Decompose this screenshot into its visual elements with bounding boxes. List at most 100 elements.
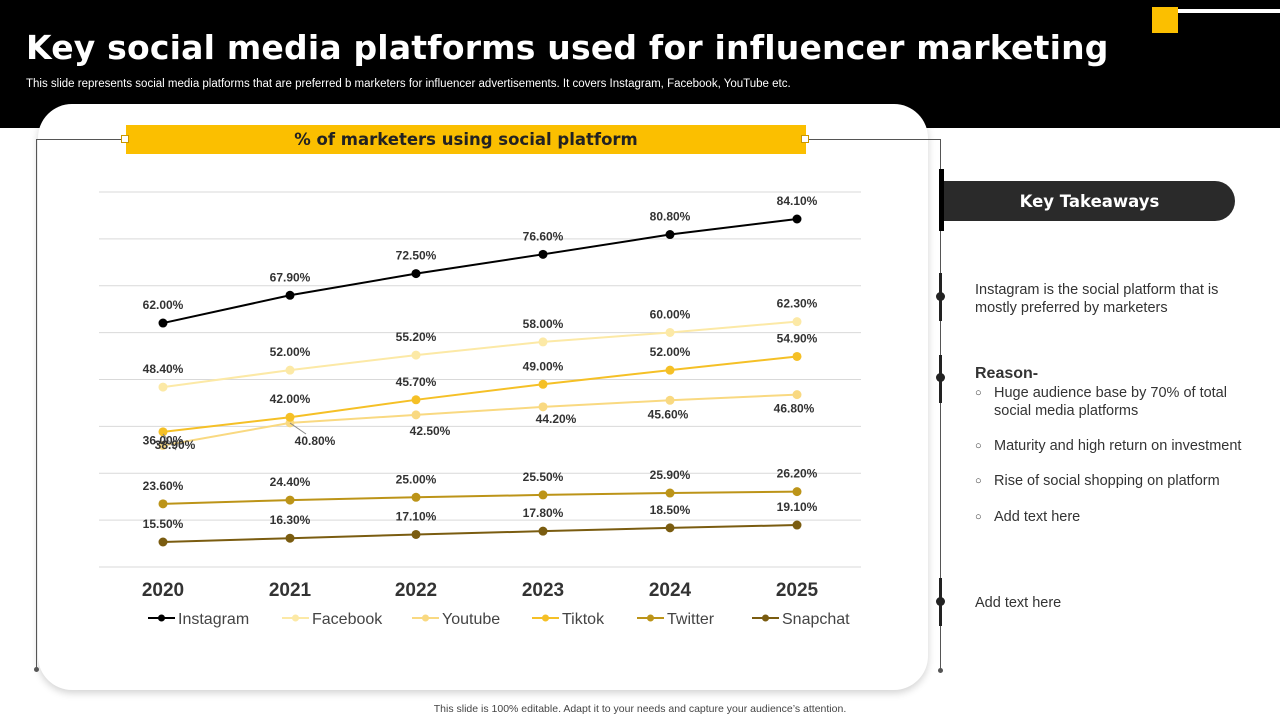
legend-label-instagram: Instagram bbox=[178, 611, 249, 628]
data-point-twitter bbox=[792, 487, 802, 497]
data-label-instagram: 76.60% bbox=[523, 229, 564, 243]
data-point-facebook bbox=[665, 327, 675, 337]
data-label-instagram: 80.80% bbox=[650, 210, 691, 224]
data-point-youtube bbox=[538, 402, 548, 412]
data-label-snapchat: 19.10% bbox=[777, 500, 818, 514]
data-point-snapchat bbox=[665, 523, 675, 533]
data-point-instagram bbox=[792, 214, 802, 224]
bullet-circle-icon: ○ bbox=[975, 511, 982, 523]
banner-left-handle bbox=[121, 135, 129, 143]
legend-label-snapchat: Snapchat bbox=[782, 611, 850, 628]
data-label-twitter: 25.90% bbox=[650, 468, 691, 482]
chart-card bbox=[38, 104, 928, 690]
data-point-snapchat bbox=[158, 537, 168, 547]
data-label-tiktok: 38.90% bbox=[155, 438, 196, 452]
frame-bottom-right-dot bbox=[938, 668, 943, 673]
series-line-instagram bbox=[162, 218, 798, 325]
data-label-youtube: 46.80% bbox=[774, 402, 815, 416]
data-label-facebook: 55.20% bbox=[396, 330, 437, 344]
data-point-twitter bbox=[538, 490, 548, 500]
x-tick-label: 2021 bbox=[269, 580, 312, 601]
bullet-circle-icon: ○ bbox=[975, 387, 982, 399]
legend-marker-facebook bbox=[292, 614, 299, 622]
reason-item: ○ Maturity and high return on investment bbox=[975, 437, 1255, 455]
frame-top-left-line bbox=[36, 139, 126, 140]
leader-line bbox=[162, 433, 177, 451]
reason-title: Reason- bbox=[975, 365, 1039, 382]
timeline-dot bbox=[936, 597, 945, 606]
data-point-tiktok bbox=[538, 379, 548, 389]
frame-left-line bbox=[36, 139, 37, 669]
data-point-twitter bbox=[158, 499, 168, 509]
data-label-facebook: 62.30% bbox=[777, 297, 818, 311]
data-label-tiktok: 52.00% bbox=[650, 345, 691, 359]
data-label-facebook: 52.00% bbox=[270, 345, 311, 359]
reason-item: ○ Add text here bbox=[975, 508, 1255, 526]
data-point-instagram bbox=[411, 269, 421, 279]
data-label-tiktok: 42.00% bbox=[270, 392, 311, 406]
data-point-instagram bbox=[538, 249, 548, 259]
key-takeaways-header: Key Takeaways bbox=[944, 181, 1235, 221]
slide-footer: This slide is 100% editable. Adapt it to… bbox=[433, 703, 847, 715]
x-tick-label: 2023 bbox=[522, 580, 564, 601]
data-label-snapchat: 15.50% bbox=[143, 517, 184, 531]
data-point-twitter bbox=[411, 492, 421, 502]
data-point-youtube bbox=[158, 440, 168, 450]
data-point-youtube bbox=[411, 410, 421, 420]
data-label-tiktok: 49.00% bbox=[523, 359, 564, 373]
bullet-circle-icon: ○ bbox=[975, 440, 982, 452]
data-label-twitter: 24.40% bbox=[270, 475, 311, 489]
data-point-facebook bbox=[158, 382, 168, 392]
data-point-instagram bbox=[665, 230, 675, 240]
slide-title: Key social media platforms used for infl… bbox=[26, 28, 1109, 67]
data-point-tiktok bbox=[285, 412, 295, 422]
corner-accent-line bbox=[1178, 9, 1280, 13]
x-tick-label: 2020 bbox=[142, 580, 184, 601]
legend-marker-twitter bbox=[647, 614, 654, 622]
data-point-twitter bbox=[285, 495, 295, 505]
data-label-youtube: 45.60% bbox=[648, 407, 689, 421]
reason-item: ○ Rise of social shopping on platform bbox=[975, 472, 1255, 490]
data-point-facebook bbox=[411, 350, 421, 360]
data-point-tiktok bbox=[665, 365, 675, 375]
data-point-tiktok bbox=[792, 351, 802, 361]
legend-marker-instagram bbox=[158, 614, 165, 622]
data-point-snapchat bbox=[411, 529, 421, 539]
takeaway-point-3: Add text here bbox=[975, 595, 1062, 611]
data-label-snapchat: 17.80% bbox=[523, 506, 564, 520]
frame-right-line bbox=[940, 139, 941, 670]
data-label-twitter: 26.20% bbox=[777, 467, 818, 481]
legend-label-facebook: Facebook bbox=[312, 611, 383, 628]
data-label-facebook: 48.40% bbox=[143, 362, 184, 376]
series-line-facebook bbox=[162, 320, 798, 389]
reason-item: ○ Huge audience base by 70% of total soc… bbox=[975, 384, 1255, 422]
data-label-instagram: 67.90% bbox=[270, 270, 311, 284]
legend-marker-tiktok bbox=[542, 614, 549, 622]
chart-title: % of marketers using social platform bbox=[126, 125, 806, 154]
legend-label-youtube: Youtube bbox=[442, 611, 500, 628]
data-label-twitter: 25.00% bbox=[396, 472, 437, 486]
data-label-youtube: 42.50% bbox=[410, 424, 451, 438]
reason-text: Huge audience base by 70% of total socia… bbox=[994, 385, 1227, 419]
takeaway-point-1: Instagram is the social platform that is… bbox=[975, 282, 1219, 316]
corner-accent-square bbox=[1152, 7, 1178, 33]
legend-label-twitter: Twitter bbox=[667, 611, 715, 628]
data-point-instagram bbox=[158, 318, 168, 328]
series-line-snapchat bbox=[162, 524, 798, 543]
data-label-facebook: 58.00% bbox=[523, 317, 564, 331]
data-label-facebook: 60.00% bbox=[650, 307, 691, 321]
data-label-twitter: 25.50% bbox=[523, 470, 564, 484]
data-point-facebook bbox=[792, 317, 802, 327]
data-point-snapchat bbox=[792, 520, 802, 530]
data-label-instagram: 62.00% bbox=[143, 298, 184, 312]
legend-marker-snapchat bbox=[762, 614, 769, 622]
reason-text: Add text here bbox=[994, 509, 1081, 525]
timeline-dot bbox=[936, 292, 945, 301]
series-line-youtube bbox=[162, 393, 798, 447]
data-label-youtube: 40.80% bbox=[295, 434, 336, 448]
leader-line bbox=[289, 422, 307, 435]
reason-text: Maturity and high return on investment bbox=[994, 438, 1242, 454]
data-label-twitter: 23.60% bbox=[143, 479, 184, 493]
data-label-youtube: 44.20% bbox=[536, 412, 577, 426]
